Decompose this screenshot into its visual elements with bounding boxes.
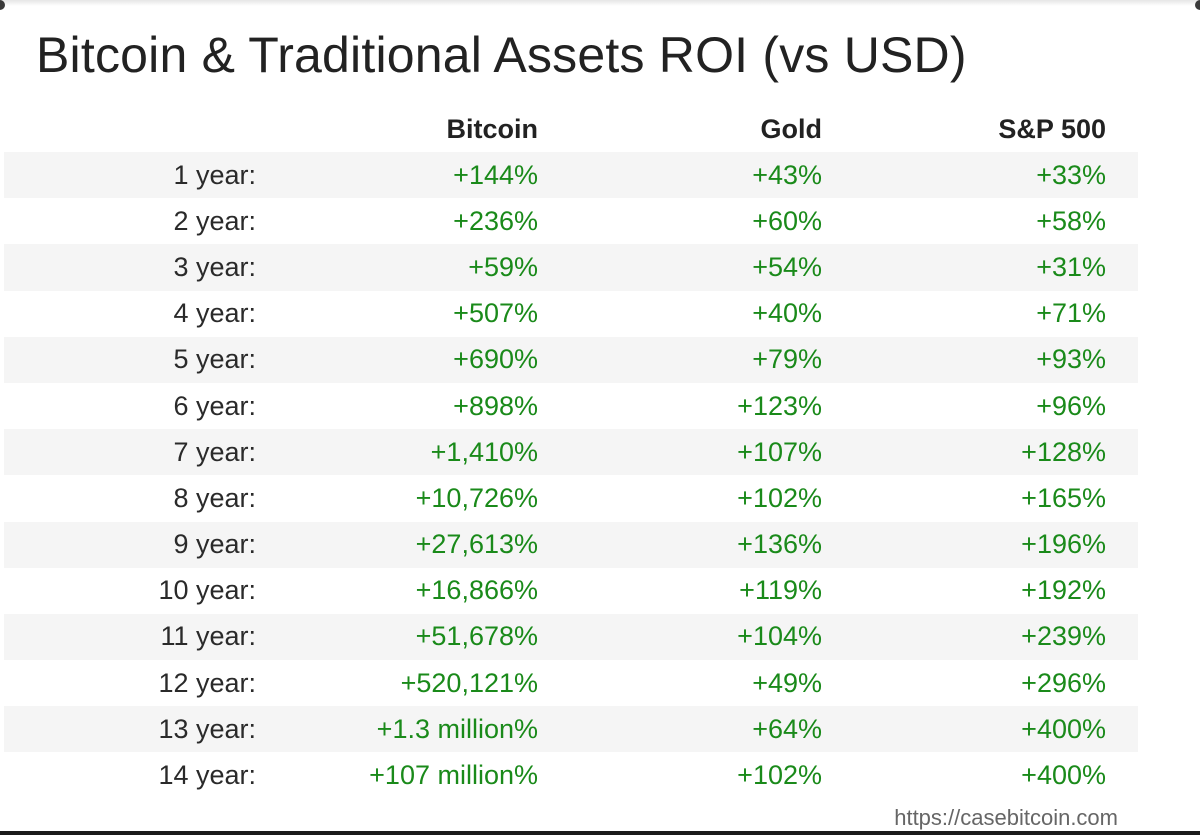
bitcoin-value: +27,613% (256, 521, 538, 568)
sp500-value: +196% (822, 521, 1106, 568)
period-cell: 5 year: (4, 336, 256, 383)
gold-value: +104% (538, 613, 822, 661)
row-spacer (1106, 521, 1138, 568)
table-row: 8 year: +10,726% +102% +165% (4, 475, 1138, 522)
period-cell: 4 year: (4, 290, 256, 337)
table-row: 11 year: +51,678% +104% +239% (4, 613, 1138, 661)
bitcoin-value: +16,866% (256, 567, 538, 614)
row-spacer (1106, 752, 1138, 799)
table-header-row: Bitcoin Gold S&P 500 (4, 106, 1138, 152)
bitcoin-value: +59% (256, 244, 538, 291)
table-row: 2 year: +236% +60% +58% (4, 198, 1138, 245)
period-cell: 7 year: (4, 429, 256, 476)
period-cell: 10 year: (4, 567, 256, 614)
gold-value: +79% (538, 336, 822, 383)
column-header-gold: Gold (760, 113, 823, 144)
bitcoin-value: +10,726% (256, 475, 538, 522)
row-spacer (1106, 336, 1138, 383)
period-cell: 1 year: (4, 152, 256, 199)
sp500-value: +400% (822, 752, 1106, 799)
table-row: 6 year: +898% +123% +96% (4, 382, 1138, 430)
sp500-value: +71% (822, 290, 1106, 337)
sp500-value: +31% (822, 244, 1106, 291)
row-spacer (1106, 429, 1138, 476)
bitcoin-value: +1,410% (256, 429, 538, 476)
table-row: 14 year: +107 million% +102% +400% (4, 752, 1138, 799)
bitcoin-value: +507% (256, 290, 538, 337)
table-row: 12 year: +520,121% +49% +296% (4, 660, 1138, 707)
sp500-value: +239% (822, 613, 1106, 661)
page-title: Bitcoin & Traditional Assets ROI (vs USD… (36, 27, 967, 83)
row-spacer (1106, 152, 1138, 199)
row-spacer (1106, 244, 1138, 291)
period-cell: 12 year: (4, 660, 256, 707)
corner-dot-left (0, 0, 5, 10)
sp500-value: +400% (822, 706, 1106, 753)
row-spacer (1106, 660, 1138, 707)
gold-value: +40% (538, 290, 822, 337)
bitcoin-value: +107 million% (256, 752, 538, 799)
column-header-period (4, 106, 256, 152)
period-cell: 14 year: (4, 752, 256, 799)
sp500-value: +33% (822, 152, 1106, 199)
row-spacer (1106, 706, 1138, 753)
gold-value: +102% (538, 475, 822, 522)
bitcoin-value: +51,678% (256, 613, 538, 661)
table-row: 4 year: +507% +40% +71% (4, 290, 1138, 337)
sp500-value: +165% (822, 475, 1106, 522)
column-header-sp500: S&P 500 (998, 113, 1106, 144)
row-spacer (1106, 475, 1138, 522)
table-row: 13 year: +1.3 million% +64% +400% (4, 706, 1138, 753)
sp500-value: +93% (822, 336, 1106, 383)
column-header-bitcoin: Bitcoin (446, 113, 539, 144)
gold-value: +49% (538, 660, 822, 707)
table-body: 1 year: +144% +43% +33% 2 year: +236% +60% +58%… (4, 152, 1138, 799)
source-link[interactable]: https://casebitcoin.com (894, 805, 1118, 830)
gold-value: +102% (538, 752, 822, 799)
row-spacer (1106, 567, 1138, 614)
bitcoin-value: +236% (256, 198, 538, 245)
table-row: 9 year: +27,613% +136% +196% (4, 521, 1138, 568)
bitcoin-value: +144% (256, 152, 538, 199)
gold-value: +54% (538, 244, 822, 291)
table-row: 5 year: +690% +79% +93% (4, 336, 1138, 383)
period-cell: 3 year: (4, 244, 256, 291)
period-cell: 9 year: (4, 521, 256, 568)
bitcoin-value: +520,121% (256, 660, 538, 707)
table-row: 7 year: +1,410% +107% +128% (4, 429, 1138, 476)
sp500-value: +58% (822, 198, 1106, 245)
gold-value: +107% (538, 429, 822, 476)
row-spacer (1106, 290, 1138, 337)
sp500-value: +128% (822, 429, 1106, 476)
period-cell: 13 year: (4, 706, 256, 753)
sp500-value: +192% (822, 567, 1106, 614)
bitcoin-value: +1.3 million% (256, 706, 538, 753)
column-header-spacer (1106, 106, 1138, 152)
gold-value: +119% (538, 567, 822, 614)
table-row: 10 year: +16,866% +119% +192% (4, 567, 1138, 614)
row-spacer (1106, 198, 1138, 245)
corner-dot-right (1195, 0, 1200, 10)
row-spacer (1106, 382, 1138, 430)
gold-value: +43% (538, 152, 822, 199)
roi-table: Bitcoin Gold S&P 500 1 year: +144% +43% +33… (4, 106, 1138, 799)
period-cell: 2 year: (4, 198, 256, 245)
sp500-value: +96% (822, 382, 1106, 430)
bitcoin-value: +690% (256, 336, 538, 383)
period-cell: 11 year: (4, 613, 256, 661)
gold-value: +136% (538, 521, 822, 568)
bitcoin-value: +898% (256, 382, 538, 430)
row-spacer (1106, 613, 1138, 661)
top-edge (0, 0, 1200, 6)
bottom-edge (0, 831, 1200, 835)
table-row: 1 year: +144% +43% +33% (4, 152, 1138, 199)
sp500-value: +296% (822, 660, 1106, 707)
gold-value: +64% (538, 706, 822, 753)
table-row: 3 year: +59% +54% +31% (4, 244, 1138, 291)
gold-value: +123% (538, 382, 822, 430)
gold-value: +60% (538, 198, 822, 245)
period-cell: 8 year: (4, 475, 256, 522)
period-cell: 6 year: (4, 382, 256, 430)
